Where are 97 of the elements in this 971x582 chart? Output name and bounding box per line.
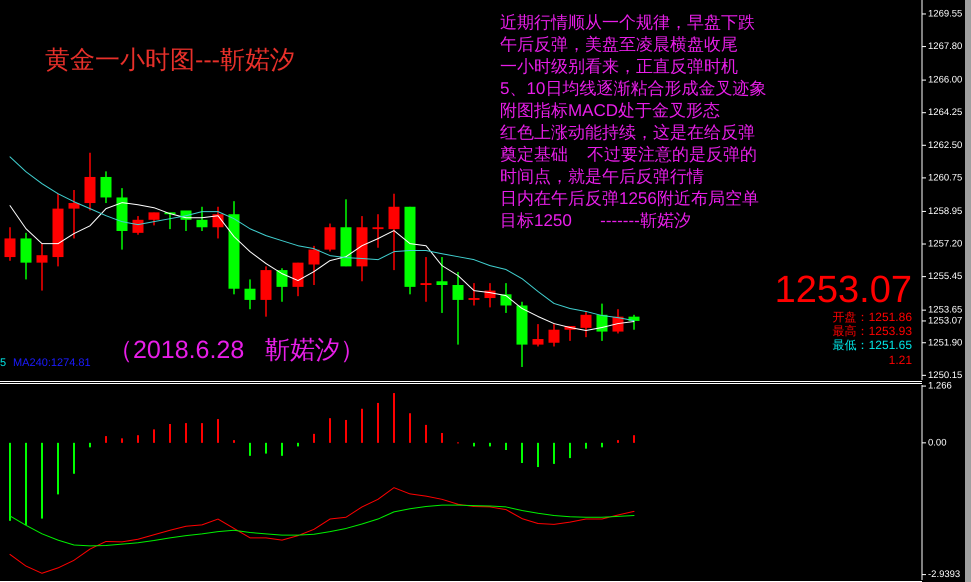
bar — [73, 442, 75, 474]
candlestick — [68, 189, 80, 240]
annotation: 目标1250 -------靳婼汐 — [500, 211, 691, 230]
bar — [489, 442, 491, 446]
candlestick — [196, 206, 208, 232]
bar — [505, 442, 507, 450]
bar — [137, 435, 139, 443]
bar — [329, 418, 331, 443]
annotation: 附图指标MACD处于金叉形态 — [500, 101, 720, 120]
bar — [521, 442, 523, 463]
bar — [169, 424, 171, 443]
bar — [361, 408, 363, 443]
bar — [393, 393, 395, 443]
text: 1253.07 — [774, 269, 912, 311]
annotation: 午后反弹，美盘至凌晨横盘收尾 — [500, 35, 738, 54]
y-tick-label: 1251.90 — [928, 337, 962, 348]
bar — [617, 440, 619, 443]
candlestick — [628, 314, 640, 330]
candlestick — [548, 323, 560, 348]
annotation: 日内在午后反弹1256附近布局空单 — [500, 189, 759, 208]
candlestick — [36, 243, 48, 292]
candlestick — [276, 267, 288, 303]
text: 开盘：1251.86 — [832, 310, 912, 324]
bar — [217, 419, 219, 443]
candlestick — [580, 310, 592, 338]
annotation: 近期行情顺从一个规律，早盘下跌 — [500, 13, 755, 32]
bar — [105, 436, 107, 443]
annotation: 黄金一小时图---靳婼汐 — [45, 46, 295, 74]
annotation: 一小时级别看来，正直反弹时机 — [500, 57, 738, 76]
annotation: （2018.6.28 靳婼汐） — [108, 336, 366, 364]
candlestick — [324, 222, 336, 252]
candlestick — [388, 192, 400, 271]
y-tick-label: 1266.00 — [928, 74, 962, 86]
y-tick-label: 1260.75 — [928, 172, 962, 184]
y-tick-label: 0.00 — [928, 437, 946, 448]
bar — [281, 442, 283, 456]
text: 1.21 — [888, 353, 912, 367]
bar — [537, 442, 539, 468]
line-series — [10, 504, 634, 546]
annotation: 奠定基础 不过要注意的是反弹的 — [500, 145, 757, 164]
bar — [377, 402, 379, 443]
bar — [473, 442, 475, 446]
bar — [25, 442, 27, 525]
bar — [425, 424, 427, 443]
candlestick — [244, 278, 256, 310]
bar — [601, 442, 603, 448]
candlestick — [468, 282, 480, 306]
annotation: 红色上涨动能持续，这是在给反弹 — [500, 123, 755, 142]
text: 最高：1253.93 — [832, 324, 912, 338]
candlestick — [148, 212, 160, 226]
bar — [569, 442, 571, 458]
bar — [57, 442, 59, 494]
y-tick-label: 1262.50 — [928, 140, 962, 151]
candlestick — [452, 271, 464, 346]
y-tick-label: 1267.80 — [928, 41, 962, 52]
annotation: 5 — [0, 357, 6, 369]
bar — [249, 442, 251, 456]
y-tick-label: 1258.95 — [928, 206, 962, 217]
bar — [41, 442, 43, 519]
line-series — [10, 487, 634, 574]
y-tick-label: 1269.55 — [928, 8, 962, 20]
bar — [201, 423, 203, 443]
bar — [9, 442, 11, 521]
bar — [153, 429, 155, 443]
y-tick-label: 1255.45 — [928, 271, 962, 282]
candlestick — [532, 323, 544, 348]
bar — [121, 438, 123, 443]
y-tick-label: 1.266 — [928, 380, 952, 392]
bar — [313, 434, 315, 443]
bar — [345, 420, 347, 443]
text: 最低：1251.65 — [832, 338, 912, 352]
bar — [553, 442, 555, 464]
candlestick — [4, 226, 16, 262]
candlestick — [132, 215, 144, 236]
candlestick — [212, 206, 224, 240]
annotation: MA240:1274.81 — [13, 357, 91, 369]
y-tick-label: 1264.25 — [928, 107, 962, 118]
bar — [265, 442, 267, 454]
bar — [185, 423, 187, 443]
bar — [441, 432, 443, 443]
candlestick — [436, 256, 448, 314]
y-tick-label: 1253.07 — [928, 315, 962, 326]
bar — [233, 440, 235, 443]
bar — [409, 413, 411, 443]
annotation: 5、10日均线逐渐粘合形成金叉迹象 — [500, 79, 766, 98]
bar — [89, 442, 91, 448]
y-tick-label: 1253.65 — [928, 304, 962, 316]
bar — [297, 442, 299, 446]
y-tick-label: 1250.15 — [928, 370, 962, 381]
y-tick-label: -2.9393 — [928, 569, 960, 580]
bar — [585, 442, 587, 449]
candlestick — [420, 256, 432, 303]
candlestick — [308, 245, 320, 286]
candlestick — [100, 170, 112, 204]
bar — [633, 435, 635, 443]
annotation: 时间点，就是午后反弹行情 — [500, 167, 704, 186]
y-tick-label: 1257.20 — [928, 238, 962, 250]
